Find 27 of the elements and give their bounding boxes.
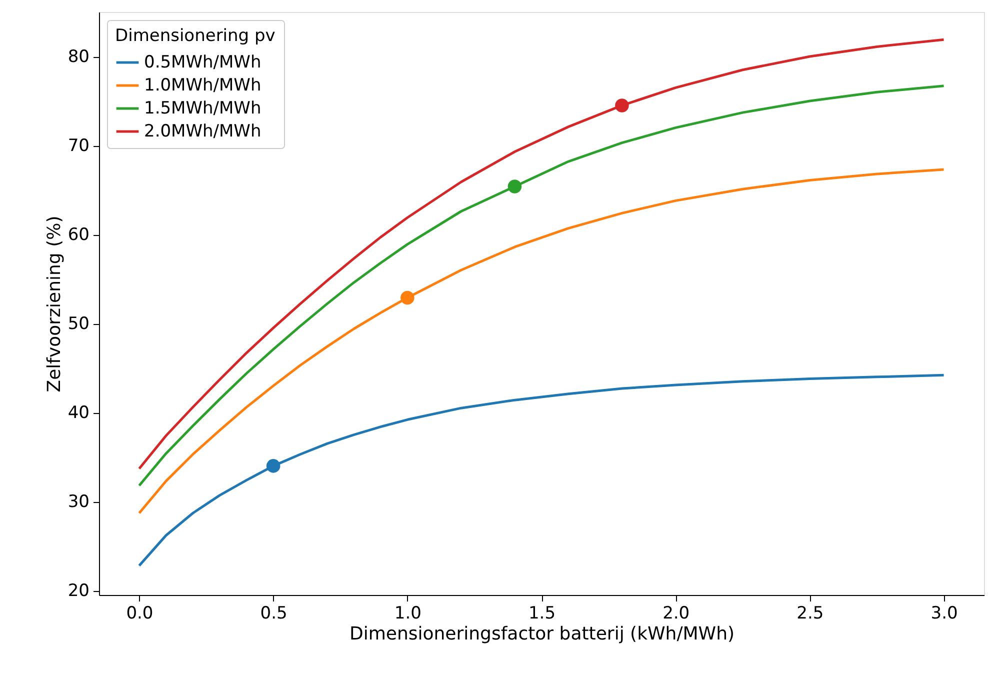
y-tick-label: 50 bbox=[68, 314, 90, 334]
x-tick-label: 0.5 bbox=[260, 604, 288, 624]
x-tick-label: 0.0 bbox=[126, 604, 154, 624]
x-tick-label: 3.0 bbox=[930, 604, 958, 624]
y-tick-label: 80 bbox=[68, 47, 90, 68]
x-tick-label: 2.5 bbox=[796, 604, 824, 624]
point bbox=[266, 459, 280, 473]
legend-label: 0.5MWh/MWh bbox=[144, 52, 262, 72]
legend-label: 2.0MWh/MWh bbox=[144, 122, 262, 142]
x-axis-title: Dimensioneringsfactor batterij (kWh/MWh) bbox=[349, 624, 735, 644]
line-series bbox=[138, 374, 946, 567]
y-tick-label: 30 bbox=[68, 492, 90, 512]
line-series bbox=[138, 168, 946, 514]
x-tick-label: 1.0 bbox=[394, 604, 422, 624]
legend-label: 1.5MWh/MWh bbox=[144, 98, 262, 118]
y-tick-label: 70 bbox=[68, 136, 90, 156]
x-tick-label: 2.0 bbox=[662, 604, 690, 624]
y-axis-title: Zelfvoorziening (%) bbox=[44, 216, 65, 392]
x-tick-label: 1.5 bbox=[528, 604, 556, 624]
point bbox=[615, 98, 629, 112]
point bbox=[508, 180, 522, 194]
y-tick-label: 40 bbox=[68, 403, 90, 424]
y-tick-label: 60 bbox=[68, 225, 90, 246]
legend-title: Dimensionering pv bbox=[115, 26, 276, 46]
legend-label: 1.0MWh/MWh bbox=[144, 76, 262, 96]
y-tick-label: 20 bbox=[68, 581, 90, 602]
point bbox=[400, 290, 414, 305]
